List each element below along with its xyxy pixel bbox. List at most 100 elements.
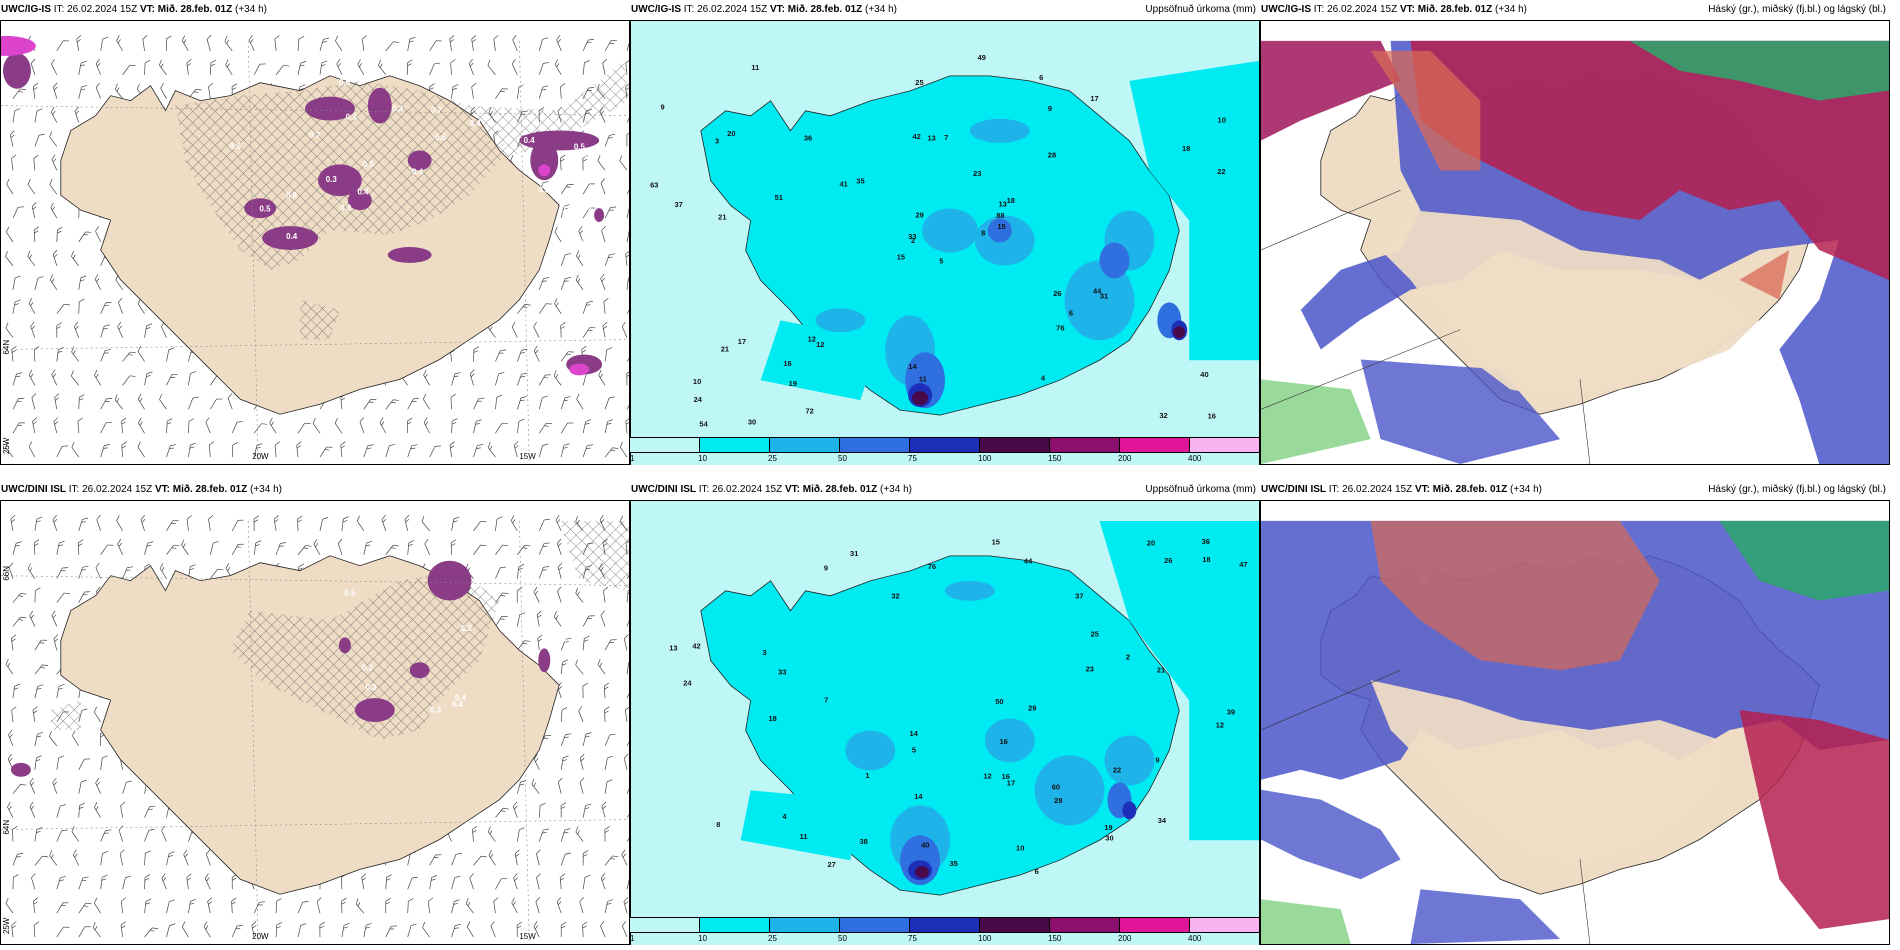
wind-barb (600, 921, 606, 938)
legend-label: 200 (1118, 454, 1132, 463)
value-label: 13 (669, 644, 677, 653)
wind-barb (536, 849, 541, 866)
wind-barb (297, 36, 305, 51)
wind-barb (160, 83, 167, 99)
wind-barb (451, 899, 460, 914)
wind-barb (122, 566, 134, 579)
wind-barb (78, 565, 89, 579)
lon-label-20w: 20W (252, 452, 269, 461)
value-label: 54 (699, 419, 708, 428)
wind-barb (206, 34, 212, 51)
wind-barb (621, 321, 628, 338)
wind-barb (469, 369, 475, 386)
wind-barb (603, 682, 610, 699)
wind-barb (512, 801, 518, 818)
wind-barb (231, 543, 244, 555)
value-label: 40 (921, 841, 929, 850)
wind-barb (559, 873, 566, 890)
wind-barb (582, 419, 592, 434)
wind-barb (341, 897, 347, 914)
wind-barb (531, 778, 540, 794)
wind-barb (626, 687, 629, 699)
wind-barb (560, 322, 566, 338)
wind-barb (100, 324, 110, 338)
legend-label: 75 (908, 454, 917, 463)
wind-barb (517, 372, 528, 386)
wind-barb (94, 897, 101, 914)
legend-swatches (630, 437, 1260, 453)
wind-barb (225, 59, 233, 75)
value-label: 11 (800, 832, 808, 841)
wind-barb (517, 418, 525, 434)
wind-barb (623, 897, 629, 914)
wind-barb (579, 777, 585, 794)
valid-time: Mið. 28.feb. 01Z (787, 4, 863, 15)
value-label: 0.6 (435, 133, 447, 142)
wind-barb (473, 520, 487, 532)
legend-label: 100 (978, 934, 992, 943)
wind-barb (604, 706, 610, 723)
value-label: 9 (824, 563, 828, 572)
wind-barb (203, 921, 211, 938)
wind-barb (423, 369, 430, 386)
wind-barb (52, 249, 58, 267)
wind-barb (56, 755, 65, 770)
wind-barb (49, 131, 58, 147)
wind-barb (553, 611, 562, 627)
wind-barb (422, 921, 430, 938)
value-label: 28 (1048, 150, 1056, 159)
wind-barb (559, 154, 566, 171)
wind-barb (30, 58, 36, 75)
value-label: 36 (804, 134, 812, 143)
wind-barb (626, 351, 629, 362)
value-label: 17 (1090, 94, 1098, 103)
value-label: 0.6 (230, 142, 242, 151)
wind-barb (12, 275, 21, 290)
wind-barb (623, 634, 629, 651)
lat-label-64n: 64N (2, 820, 11, 835)
value-label: 0.3 (340, 203, 352, 212)
wind-barb (114, 394, 123, 410)
value-label: 31 (1100, 291, 1108, 300)
wind-barb (11, 634, 17, 651)
wind-barb (600, 178, 606, 195)
wind-barb (27, 178, 36, 195)
wind-barb (622, 921, 628, 938)
value-label: 29 (916, 210, 924, 219)
wind-barb (11, 345, 17, 362)
value-label: 24 (683, 678, 692, 687)
wind-barb (361, 873, 367, 890)
wind-barb (56, 303, 70, 314)
wind-barb (468, 58, 474, 75)
wind-barb (560, 277, 572, 290)
value-label: 0.3 (585, 151, 597, 160)
wind-barb (312, 417, 321, 434)
wind-barb (53, 417, 59, 434)
value-label: 49 (978, 53, 986, 62)
legend-swatch (630, 438, 700, 452)
wind-barb (473, 419, 482, 434)
wind-barb (95, 82, 102, 99)
value-label: 18 (1182, 144, 1190, 153)
wind-barb (188, 371, 196, 386)
wind-barb (78, 298, 85, 314)
wind-barb (12, 206, 24, 219)
panel-header: UWC/DINI ISL IT: 26.02.2024 15Z VT: Mið.… (630, 480, 1260, 500)
wind-barb (297, 60, 307, 75)
legend-label: 75 (908, 934, 917, 943)
value-label: 42 (912, 132, 920, 141)
panel-wind-bottom: UWC/DINI ISL IT: 26.02.2024 15Z VT: Mið.… (0, 480, 630, 945)
wind-barb (28, 298, 36, 314)
wind-barb (72, 730, 80, 747)
wind-barb (423, 417, 430, 434)
model-name: UWC/DINI ISL (1, 484, 66, 495)
wind-barb (560, 659, 568, 675)
wind-barb (158, 59, 167, 75)
wind-barb (273, 515, 279, 531)
wind-barb (95, 562, 102, 579)
wind-barb (161, 873, 167, 890)
value-label: 32 (1159, 411, 1167, 420)
wind-barb (516, 921, 523, 938)
wind-barb (166, 347, 175, 362)
value-label: 19 (1104, 823, 1112, 832)
